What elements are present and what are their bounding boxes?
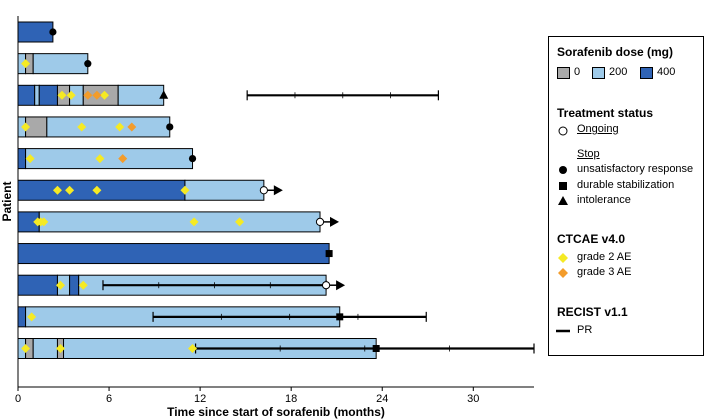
continuing-arrow-p7 bbox=[330, 216, 340, 227]
ae-grade3-p5-1 bbox=[118, 154, 128, 164]
continuing-arrow-p9 bbox=[336, 280, 346, 291]
grade2-diamond-icon bbox=[558, 253, 568, 263]
x-tick-label-1: 6 bbox=[106, 393, 112, 405]
ae-grade2-p2-1 bbox=[21, 59, 31, 69]
ae-grade2-p6-2 bbox=[65, 185, 75, 195]
ae-grade2-p9-1 bbox=[55, 280, 65, 290]
legend-swatch-dose-400 bbox=[640, 67, 653, 79]
ongoing-circle-p6 bbox=[259, 186, 268, 195]
ae-grade2-p11-2 bbox=[55, 344, 65, 353]
stop-durable-square-icon bbox=[559, 182, 567, 190]
bar-segment-p11-3 bbox=[32, 338, 58, 359]
legend-stop-intolerance: intolerance bbox=[577, 194, 631, 206]
bar-segment-p6-2 bbox=[184, 179, 265, 201]
bar-segment-p5-2 bbox=[25, 148, 194, 170]
stop-unsatisfactory-p4 bbox=[166, 123, 174, 131]
ae-grade2-p5-1 bbox=[25, 154, 35, 164]
legend-grade2: grade 2 AE bbox=[577, 251, 632, 263]
ae-grade3-p4-1 bbox=[127, 122, 137, 132]
ae-grade2-p6-3 bbox=[92, 185, 102, 195]
stop-intolerance-triangle-icon bbox=[558, 196, 568, 205]
ae-grade3-p3-1 bbox=[83, 90, 93, 100]
bar-segment-p4-3 bbox=[46, 116, 171, 138]
ae-grade2-p3-2 bbox=[66, 90, 76, 100]
ae-grade2-p3-3 bbox=[100, 90, 110, 100]
ae-grade2-p11-3 bbox=[188, 344, 198, 353]
bar-segment-p8-1 bbox=[17, 243, 330, 265]
bar-segment-p9-3 bbox=[69, 274, 80, 296]
continuing-arrow-p6 bbox=[273, 185, 283, 196]
legend-grade3: grade 3 AE bbox=[577, 266, 632, 278]
bar-segment-p3-7 bbox=[117, 84, 165, 106]
bar-segment-p1-1 bbox=[17, 21, 54, 43]
bar-segment-p3-3 bbox=[38, 84, 58, 106]
ae-grade2-p4-1 bbox=[21, 122, 31, 132]
x-tick-label-5: 30 bbox=[467, 393, 479, 405]
x-tick-label-4: 24 bbox=[376, 393, 388, 405]
ae-grade2-p7-5 bbox=[235, 217, 245, 227]
bar-segment-p7-2 bbox=[38, 211, 321, 233]
bar-segment-p2-3 bbox=[32, 53, 89, 75]
stop-unsatisfactory-dot-icon bbox=[559, 166, 567, 174]
ongoing-circle-p7 bbox=[315, 217, 325, 226]
stop-durable-p8 bbox=[325, 250, 333, 258]
ae-grade2-p5-2 bbox=[95, 154, 105, 164]
legend-recist-title: RECIST v1.1 bbox=[557, 305, 628, 319]
legend-label-dose-400: 400 bbox=[657, 66, 676, 78]
ae-grade2-p4-2 bbox=[77, 122, 87, 132]
x-tick-label-3: 18 bbox=[285, 393, 297, 405]
legend-pr: PR bbox=[577, 324, 593, 336]
legend-status-title: Treatment status bbox=[557, 106, 654, 120]
ae-grade3-p3-2 bbox=[92, 90, 102, 100]
ae-grade2-p7-3 bbox=[39, 217, 49, 227]
ae-grade2-p4-3 bbox=[115, 122, 125, 132]
ae-grade2-p10-1 bbox=[27, 312, 37, 322]
bar-segment-p6-1 bbox=[17, 179, 186, 201]
chart-legend: Sorafenib dose (mg) 0 200 400 Treatment … bbox=[548, 36, 704, 356]
ae-grade2-p9-2 bbox=[78, 280, 88, 290]
legend-label-dose-200: 200 bbox=[609, 66, 628, 78]
legend-ongoing: Ongoing bbox=[577, 123, 619, 135]
ae-grade2-p3-1 bbox=[57, 90, 67, 100]
x-axis-title: Time since start of sorafenib (months) bbox=[167, 405, 385, 419]
y-axis-title: Patient bbox=[0, 181, 14, 221]
legend-label-dose-0: 0 bbox=[574, 66, 581, 78]
legend-swatch-dose-0 bbox=[557, 67, 570, 79]
legend-stop-unsatisfactory: unsatisfactory response bbox=[577, 163, 694, 175]
legend-swatch-dose-200 bbox=[592, 67, 605, 79]
bar-segment-p3-1 bbox=[17, 84, 36, 106]
stop-unsatisfactory-p2 bbox=[84, 60, 92, 68]
stop-unsatisfactory-p5 bbox=[188, 155, 197, 163]
ae-grade2-p7-4 bbox=[189, 217, 199, 227]
legend-stop-title: Stop bbox=[577, 148, 600, 160]
bar-segment-p10-1 bbox=[17, 306, 27, 328]
ae-grade2-p11-1 bbox=[21, 344, 31, 353]
legend-ctcae-title: CTCAE v4.0 bbox=[557, 232, 626, 246]
x-tick-label-2: 12 bbox=[194, 393, 206, 405]
pr-line-icon bbox=[556, 329, 570, 333]
x-tick-label-0: 0 bbox=[15, 393, 21, 405]
legend-stop-durable: durable stabilization bbox=[577, 179, 675, 191]
stop-unsatisfactory-p1 bbox=[49, 28, 57, 36]
bar-segment-p3-2 bbox=[34, 84, 40, 106]
stop-durable-p10 bbox=[336, 313, 344, 321]
ongoing-circle-p9 bbox=[321, 281, 331, 290]
bar-segment-p9-1 bbox=[17, 274, 58, 296]
grade3-diamond-icon bbox=[558, 268, 568, 278]
stop-durable-p11 bbox=[372, 345, 380, 352]
ae-grade2-p6-4 bbox=[180, 185, 190, 195]
ae-grade2-p6-1 bbox=[52, 185, 62, 195]
swimmer-plot: 0 6 12 18 24 30 Time since start of sorafenib … bbox=[0, 16, 535, 419]
ongoing-circle-icon bbox=[558, 126, 568, 136]
legend-dose-title: Sorafenib dose (mg) bbox=[557, 45, 674, 59]
stop-intolerance-p3 bbox=[159, 90, 169, 99]
bar-segment-p5-1 bbox=[17, 148, 27, 170]
